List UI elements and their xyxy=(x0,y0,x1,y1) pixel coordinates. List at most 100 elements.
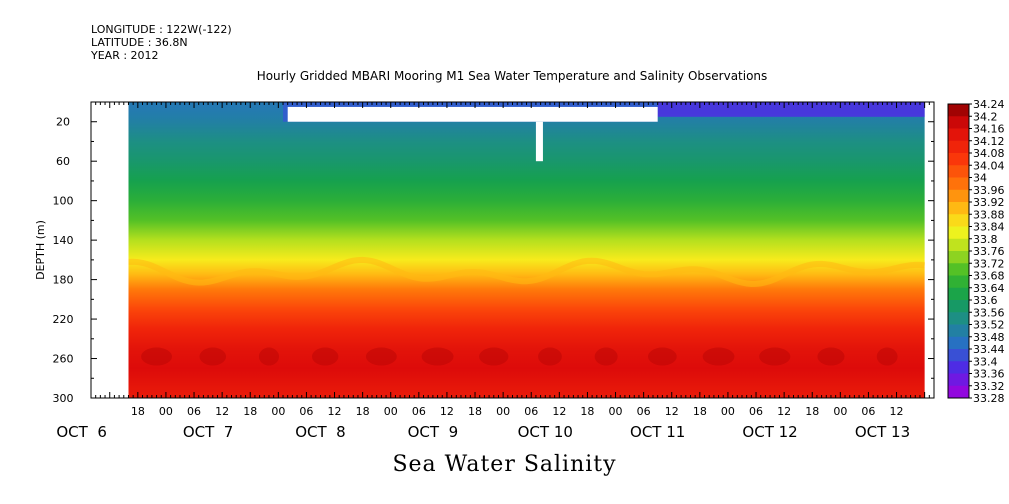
colorbar-label: 33.64 xyxy=(973,282,1005,295)
deep-patch xyxy=(538,347,562,366)
colorbar-swatch xyxy=(948,214,969,227)
colorbar-swatch xyxy=(948,336,969,350)
x-tick-label: 06 xyxy=(637,405,651,418)
x-day-label: OCT 7 xyxy=(183,423,234,441)
colorbar-label: 33.88 xyxy=(973,208,1005,221)
x-tick-label: 06 xyxy=(299,405,313,418)
y-tick-label: 20 xyxy=(56,116,70,129)
colorbar-label: 33.36 xyxy=(973,368,1005,381)
x-tick-label: 18 xyxy=(468,405,482,418)
x-tick-label: 00 xyxy=(496,405,510,418)
colorbar-label: 34.24 xyxy=(973,98,1005,111)
y-tick-label: 100 xyxy=(53,195,74,208)
colorbar-label: 33.52 xyxy=(973,319,1005,332)
longitude-label: LONGITUDE : 122W(-122) xyxy=(91,23,232,36)
x-tick-label: 00 xyxy=(833,405,847,418)
colorbar-swatch xyxy=(948,153,969,166)
colorbar-label: 33.72 xyxy=(973,257,1005,270)
colorbar-swatch xyxy=(948,300,969,313)
x-tick-label: 00 xyxy=(159,405,173,418)
colorbar-swatch xyxy=(948,263,969,276)
deep-patch xyxy=(421,347,454,366)
chart-title: Hourly Gridded MBARI Mooring M1 Sea Wate… xyxy=(257,69,768,83)
x-tick-label: 06 xyxy=(524,405,538,418)
colorbar-swatch xyxy=(948,361,969,374)
colorbar-swatch xyxy=(948,373,969,387)
y-tick-label: 300 xyxy=(53,392,74,405)
colorbar-label: 33.4 xyxy=(973,355,998,368)
colorbar-label: 33.32 xyxy=(973,380,1005,393)
colorbar-swatch xyxy=(948,140,969,154)
x-tick-label: 12 xyxy=(890,405,904,418)
y-tick-label: 140 xyxy=(53,234,74,247)
x-day-label: OCT 9 xyxy=(408,423,459,441)
missing-data-0 xyxy=(91,102,129,398)
colorbar-swatch xyxy=(948,238,969,252)
colorbar-label: 34 xyxy=(973,172,987,185)
deep-patch xyxy=(258,347,280,366)
deep-patch xyxy=(876,347,898,366)
latitude-label: LATITUDE : 36.8N xyxy=(91,36,188,49)
x-day-label: OCT 12 xyxy=(742,423,797,441)
salinity-field xyxy=(128,102,925,398)
colorbar-swatch xyxy=(948,275,969,289)
colorbar-label: 33.6 xyxy=(973,294,998,307)
x-tick-label: 12 xyxy=(777,405,791,418)
deep-patch xyxy=(479,347,509,366)
colorbar-label: 34.12 xyxy=(973,135,1005,148)
deep-patch xyxy=(759,347,791,366)
x-day-label: OCT 8 xyxy=(295,423,346,441)
colorbar-label: 33.96 xyxy=(973,184,1005,197)
x-day-label: OCT 6 xyxy=(56,423,107,441)
colorbar-label: 33.76 xyxy=(973,245,1005,258)
colorbar-label: 34.08 xyxy=(973,147,1005,160)
y-axis-label: DEPTH (m) xyxy=(34,220,47,280)
x-tick-label: 06 xyxy=(861,405,875,418)
deep-patch xyxy=(648,347,677,366)
x-tick-label: 18 xyxy=(580,405,594,418)
x-tick-label: 18 xyxy=(693,405,707,418)
deep-patch xyxy=(141,347,173,366)
x-tick-label: 12 xyxy=(215,405,229,418)
x-tick-label: 06 xyxy=(749,405,763,418)
colorbar-label: 33.44 xyxy=(973,343,1005,356)
colorbar-swatch xyxy=(948,104,969,117)
axes: 18 00 06 12 18 00 06 12 18 00 06 12 18 00 06 12 18 00 06 12… xyxy=(53,101,935,441)
colorbar-label: 34.16 xyxy=(973,123,1005,136)
deep-patch xyxy=(311,347,339,366)
footer-title: Sea Water Salinity xyxy=(392,452,617,477)
x-tick-label: 12 xyxy=(440,405,454,418)
x-tick-label: 12 xyxy=(665,405,679,418)
x-tick-label: 18 xyxy=(805,405,819,418)
halocline-band xyxy=(128,256,925,288)
colorbar-label: 33.56 xyxy=(973,306,1005,319)
x-tick-label: 06 xyxy=(412,405,426,418)
colorbar-swatch xyxy=(948,312,969,325)
year-label: YEAR : 2012 xyxy=(91,49,159,62)
plot-area xyxy=(91,102,925,398)
colorbar-label: 33.68 xyxy=(973,270,1005,283)
colorbar-label: 33.8 xyxy=(973,233,998,246)
x-tick-label: 00 xyxy=(384,405,398,418)
colorbar-swatch xyxy=(948,287,969,301)
colorbar-swatch xyxy=(948,128,969,142)
surface-fresh-layer-1 xyxy=(657,102,925,117)
x-tick-label: 00 xyxy=(609,405,623,418)
x-tick-label: 12 xyxy=(328,405,342,418)
colorbar-swatch xyxy=(948,251,969,264)
colorbar-swatch xyxy=(948,202,969,215)
colorbar-swatch xyxy=(948,385,969,399)
colorbar-swatch xyxy=(948,226,969,240)
x-tick-label: 12 xyxy=(552,405,566,418)
x-tick-label: 18 xyxy=(131,405,145,418)
colorbar-label: 34.04 xyxy=(973,159,1005,172)
colorbar-swatch xyxy=(948,189,969,203)
x-tick-label: 18 xyxy=(243,405,257,418)
deep-patch xyxy=(199,347,227,366)
x-tick-label: 00 xyxy=(721,405,735,418)
deep-patch xyxy=(702,347,735,366)
deep-patch xyxy=(817,347,845,366)
colorbar: 34.2434.234.1634.1234.0834.043433.9633.9… xyxy=(947,98,1005,405)
colorbar-swatch xyxy=(948,324,969,338)
